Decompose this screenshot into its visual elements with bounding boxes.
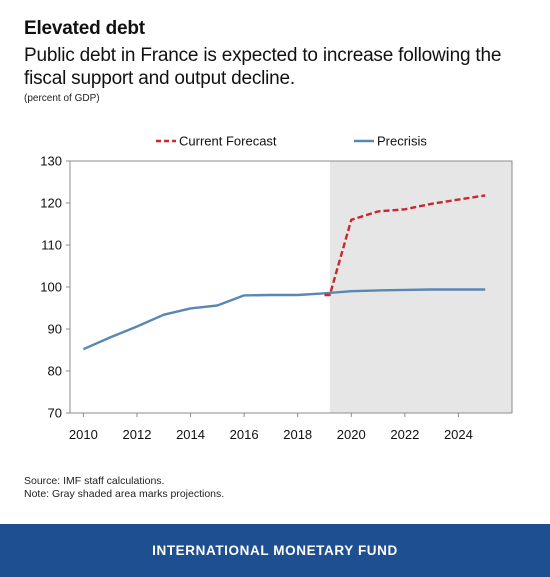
x-tick-label: 2012 (123, 427, 152, 442)
y-tick-label: 90 (48, 322, 62, 337)
x-tick-label: 2024 (444, 427, 473, 442)
units-label: (percent of GDP) (24, 93, 100, 104)
y-tick-label: 70 (48, 406, 62, 421)
chart-title: Elevated debt (24, 18, 145, 39)
projection-shaded-area (329, 161, 512, 413)
y-tick-label: 80 (48, 364, 62, 379)
chart-subtitle: Public debt in France is expected to inc… (24, 45, 502, 89)
chart-notes: Source: IMF staff calculations. Note: Gr… (24, 475, 224, 501)
x-tick-label: 2018 (283, 427, 312, 442)
y-tick-label: 130 (40, 154, 62, 169)
legend-current-forecast-label: Current Forecast (179, 134, 277, 149)
precrisis-line (82, 288, 486, 351)
y-tick-label: 100 (40, 280, 62, 295)
projection-note: Note: Gray shaded area marks projections… (24, 488, 225, 500)
legend-precrisis-label: Precrisis (377, 134, 427, 149)
x-tick-label: 2020 (337, 427, 366, 442)
x-tick-label: 2016 (230, 427, 259, 442)
x-tick-label: 2014 (176, 427, 205, 442)
line-chart: 70 80 90 100 110 120 130 2010 2012 2014 2016 2018 20… (40, 134, 513, 442)
footer-label: INTERNATIONAL MONETARY FUND (152, 543, 398, 558)
y-tick-label: 120 (40, 196, 62, 211)
x-tick-label: 2022 (390, 427, 419, 442)
y-tick-label: 110 (41, 238, 62, 253)
x-tick-label: 2010 (69, 427, 98, 442)
current-forecast-line (324, 194, 486, 297)
source-note: Source: IMF staff calculations. (24, 475, 165, 487)
imf-footer-banner: INTERNATIONAL MONETARY FUND (0, 524, 550, 577)
